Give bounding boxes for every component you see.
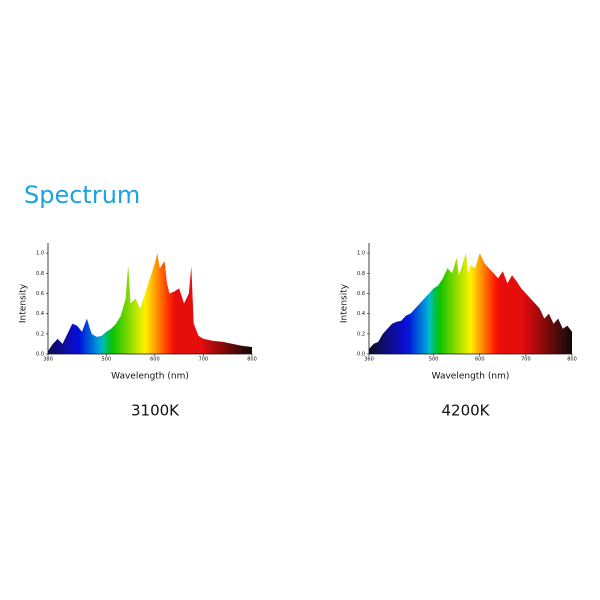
x-tick-label: 600 [150,357,160,363]
chart-caption: 3100K [131,402,180,420]
x-tick-label: 700 [521,357,531,363]
y-tick-label: 1.0 [36,251,44,257]
x-tick-label: 600 [475,357,485,363]
y-axis-title: Intensity [340,283,350,323]
chart-caption: 4200K [441,402,490,420]
y-tick-label: 0.0 [357,352,365,358]
y-tick-label: 0.8 [36,271,44,277]
x-tick-label: 800 [247,357,257,363]
spectrum-area [48,253,252,354]
y-tick-label: 0.8 [357,271,365,277]
x-tick-label: 360 [364,357,374,363]
x-tick-label: 700 [199,357,209,363]
x-axis-title: Wavelength (nm) [432,372,510,382]
x-tick-label: 500 [429,357,439,363]
y-tick-label: 0.6 [357,291,365,297]
x-tick-label: 800 [567,357,577,363]
y-tick-label: 0.6 [36,291,44,297]
y-tick-label: 0.2 [357,331,365,337]
y-tick-label: 1.0 [357,251,365,257]
y-tick-label: 0.0 [36,352,44,358]
x-axis-title: Wavelength (nm) [111,372,189,382]
x-tick-label: 500 [102,357,112,363]
y-tick-label: 0.4 [36,311,44,317]
y-axis-title: Intensity [19,283,29,323]
x-tick-label: 380 [43,357,53,363]
y-tick-label: 0.4 [357,311,365,317]
page-title: Spectrum [24,181,140,209]
spectrum-area [369,253,572,354]
y-tick-label: 0.2 [36,331,44,337]
